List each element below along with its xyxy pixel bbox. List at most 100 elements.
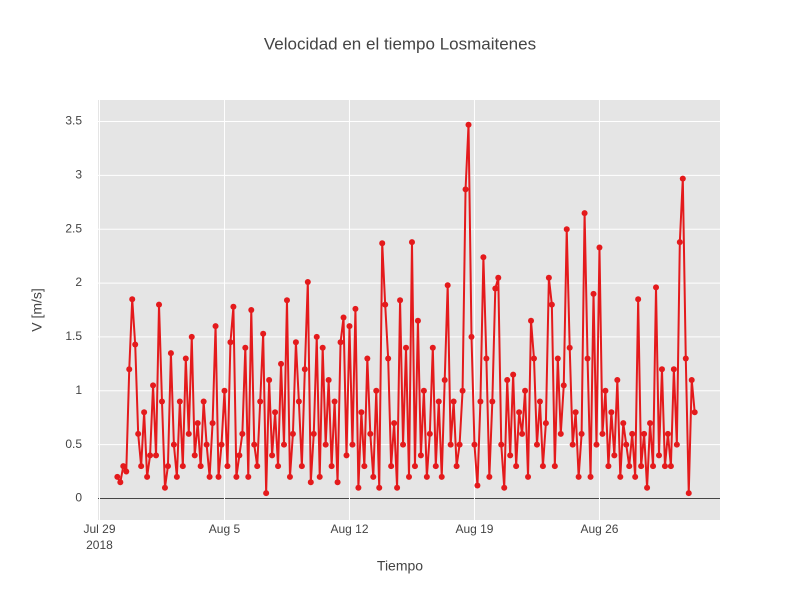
labels: 0 0.5 1 1.5 2 2.5 3 3.5 Jul 29 2018 Aug 5 Aug 12 Aug… <box>65 114 618 552</box>
data-point <box>197 463 204 470</box>
data-point <box>269 452 276 459</box>
data-point <box>245 473 252 480</box>
data-point <box>638 463 645 470</box>
data-point <box>513 463 520 470</box>
data-point <box>334 479 341 486</box>
data-point <box>406 473 412 480</box>
x-tick-label: Aug 26 <box>580 522 618 536</box>
data-point <box>367 430 374 437</box>
data-point <box>120 463 127 470</box>
data-point <box>539 463 546 470</box>
data-point <box>343 452 350 459</box>
data-point <box>584 355 591 362</box>
y-tick-label: 2 <box>75 275 82 289</box>
data-point <box>519 430 526 437</box>
data-point <box>614 377 621 383</box>
data-point <box>533 441 540 448</box>
data-point <box>325 377 332 383</box>
data-point <box>563 226 570 233</box>
data-point <box>212 323 219 330</box>
data-point <box>126 366 133 373</box>
data-point <box>530 355 537 362</box>
data-point <box>173 473 180 480</box>
data-point <box>251 441 258 448</box>
data-point <box>206 473 213 480</box>
data-point <box>191 452 198 459</box>
x-year-label: 2018 <box>86 538 113 552</box>
data-point <box>322 441 329 448</box>
data-point <box>661 463 668 470</box>
data-point <box>376 484 383 491</box>
data-point <box>138 463 145 470</box>
data-point <box>510 371 517 378</box>
data-point <box>498 441 505 448</box>
data-point <box>462 186 469 193</box>
data-point <box>361 463 368 470</box>
data-point <box>179 463 186 470</box>
data-point <box>426 430 433 437</box>
data-point <box>459 387 466 394</box>
data-point <box>209 420 216 427</box>
data-point <box>626 463 633 470</box>
data-point <box>328 463 335 470</box>
data-point <box>480 254 487 261</box>
data-point <box>679 175 686 182</box>
data-point <box>340 314 347 321</box>
data-point <box>188 333 195 340</box>
data-point <box>590 290 597 297</box>
data-point <box>388 463 395 470</box>
data-point <box>444 282 451 289</box>
data-point <box>310 430 317 437</box>
data-point <box>370 473 377 480</box>
data-point <box>608 409 615 416</box>
data-point <box>575 473 582 480</box>
data-point <box>397 297 404 304</box>
data-point <box>477 398 484 405</box>
y-tick-label: 3.5 <box>65 114 82 128</box>
data-point <box>304 279 311 285</box>
data-point <box>385 355 392 362</box>
data-point <box>218 441 225 448</box>
data-point <box>611 452 618 459</box>
data-point <box>641 430 648 437</box>
data-point <box>447 441 454 448</box>
chart-title: Velocidad en el tiempo Losmaitenes <box>264 34 536 53</box>
data-point <box>176 398 183 405</box>
data-point <box>545 274 552 281</box>
data-point <box>298 463 305 470</box>
data-point <box>632 473 639 480</box>
data-point <box>129 296 136 303</box>
data-point <box>254 463 261 470</box>
data-point <box>286 473 293 480</box>
data-point <box>495 274 502 281</box>
data-point <box>164 463 171 470</box>
data-point <box>248 307 255 313</box>
y-tick-label: 3 <box>75 168 82 182</box>
data-point <box>647 420 654 427</box>
data-point <box>239 430 246 437</box>
data-point <box>525 473 532 480</box>
data-point <box>182 355 189 362</box>
data-point <box>394 484 401 491</box>
data-point <box>221 387 228 394</box>
data-point <box>507 452 514 459</box>
data-point <box>275 463 282 470</box>
data-point <box>224 463 231 470</box>
data-point <box>292 339 299 346</box>
data-point <box>379 240 386 247</box>
data-point <box>688 377 695 383</box>
data-point <box>355 484 362 491</box>
data-point <box>382 301 389 308</box>
data-point <box>450 398 457 405</box>
data-point <box>536 398 543 405</box>
data-point <box>156 301 163 308</box>
data-point <box>673 441 680 448</box>
data-point <box>403 344 410 351</box>
data-point <box>528 317 535 324</box>
data-point <box>161 484 168 491</box>
data-point <box>301 366 308 373</box>
data-point <box>653 284 660 291</box>
data-point <box>655 452 662 459</box>
data-point <box>331 398 338 405</box>
